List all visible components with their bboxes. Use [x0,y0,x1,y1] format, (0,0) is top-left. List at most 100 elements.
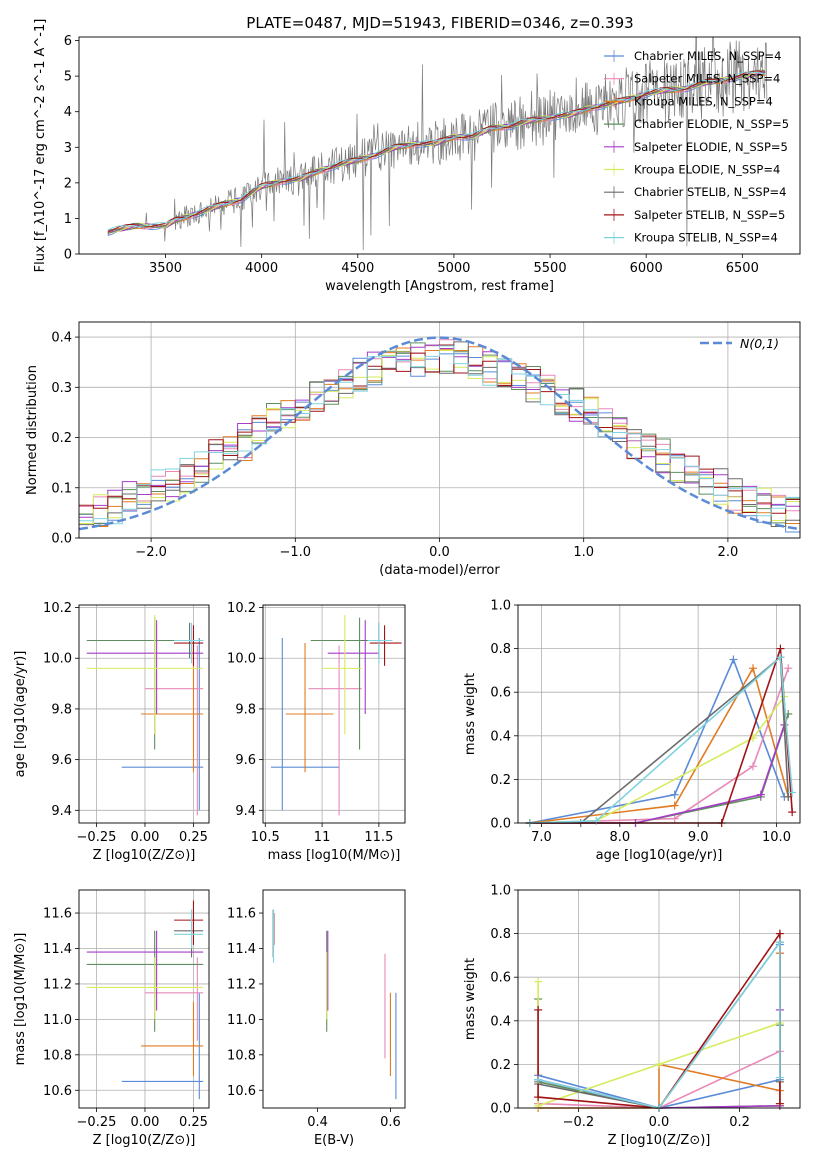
x-tick-label: 10.0 [762,830,791,845]
y-tick-label: 11.6 [43,907,72,922]
legend-label: Salpeter MILES, N_SSP=4 [634,72,780,86]
axes-frame [517,889,801,1109]
y-tick-label: 10.8 [227,1048,256,1063]
x-tick-label: 0.25 [179,1115,208,1130]
x-tick-label: 0.4 [307,1115,328,1130]
residual-histogram [79,345,800,525]
model-spectrum [107,71,766,231]
y-tick-label: 0.4 [490,1014,511,1029]
y-tick-label: 0.2 [490,1058,511,1073]
y-tick-label: 0.2 [51,431,72,446]
y-tick-label: 0.6 [490,686,511,701]
y-tick-label: 0.3 [51,381,72,396]
legend-label: Chabrier MILES, N_SSP=4 [634,49,781,63]
y-tick-label: 6 [64,34,72,49]
y-tick-label: 9.6 [235,753,256,768]
x-axis-label: Z [log10(Z/Z⊙)] [608,1133,711,1148]
x-tick-label: 0.0 [649,1115,670,1130]
y-tick-label: 0.4 [51,331,72,346]
x-tick-label: 5000 [437,261,470,276]
y-tick-label: 11.6 [227,907,256,922]
y-tick-label: 11.0 [227,1013,256,1028]
x-tick-label: 1.0 [573,545,594,560]
legend-label: Salpeter ELODIE, N_SSP=5 [634,140,788,154]
y-tick-label: 11.2 [43,977,72,992]
y-tick-label: 0.2 [490,773,511,788]
x-tick-label: 11 [314,830,331,845]
y-axis-label: mass weight [463,673,478,755]
y-tick-label: 0.8 [490,642,511,657]
y-tick-label: 5 [64,70,72,85]
y-tick-label: 0.4 [490,729,511,744]
weight-line [529,667,790,824]
y-tick-label: 10.6 [227,1084,256,1099]
x-axis-label: Z [log10(Z/Z⊙)] [93,848,196,863]
x-axis-label: Z [log10(Z/Z⊙)] [93,1133,196,1148]
model-spectrum [107,73,766,231]
x-tick-label: 6500 [726,261,759,276]
x-tick-label: 0.6 [380,1115,401,1130]
weight-vs-age-panel: 7.0 8.0 9.0 10.0 0.0 0.2 0.4 0.6 0.8 1.0 age [log1… [463,599,801,863]
x-tick-label: −0.25 [77,830,117,845]
x-tick-label: 0.25 [179,830,208,845]
y-tick-label: 0.8 [490,927,511,942]
mass-vs-metallicity-panel: −0.25 0.00 0.25 10.6 10.8 11.0 11.2 11.4 11.6 Z [… [13,889,210,1148]
x-tick-label: 7.0 [531,830,552,845]
axes-frame [517,604,801,824]
x-axis-label: (data-model)/error [379,563,500,578]
legend-label: Kroupa MILES, N_SSP=4 [634,94,773,108]
x-axis-label: mass [log10(M/M⊙)] [268,848,401,863]
legend-label: Chabrier ELODIE, N_SSP=5 [634,117,789,131]
age-vs-metallicity-panel: −0.25 0.00 0.25 9.4 9.6 9.8 10.0 10.2 Z [log10(Z… [13,601,210,863]
y-tick-label: 9.8 [51,702,72,717]
x-tick-label: 8.0 [609,830,630,845]
axes-frame [262,889,406,1109]
axes-frame [262,604,406,824]
legend-label: Chabrier STELIB, N_SSP=4 [634,185,786,199]
x-tick-label: 2.0 [718,545,739,560]
y-tick-label: 10.0 [227,652,256,667]
y-tick-label: 0.0 [490,817,511,832]
x-tick-label: −2.0 [135,545,167,560]
x-tick-label: 0.00 [130,830,159,845]
spectrum-title: PLATE=0487, MJD=51943, FIBERID=0346, z=0… [246,14,633,32]
residual-histogram [79,344,800,514]
x-tick-label: 4000 [245,261,278,276]
x-axis-label: age [log10(age/yr)] [596,848,723,863]
y-axis-label: Normed distribution [25,365,40,495]
y-tick-label: 1.0 [490,599,511,614]
legend-label: Salpeter STELIB, N_SSP=5 [634,208,785,222]
x-tick-label: −0.2 [563,1115,595,1130]
x-tick-label: 0.00 [130,1115,159,1130]
weight-line [529,657,786,824]
x-tick-label: 5500 [534,261,567,276]
y-tick-label: 11.4 [43,942,72,957]
y-tick-label: 10.2 [43,601,72,616]
weight-line [537,939,781,1109]
y-axis-label: mass [log10(M/M⊙)] [13,933,28,1066]
x-tick-label: 9.0 [688,830,709,845]
x-tick-label: −1.0 [280,545,312,560]
model-spectrum [107,69,766,233]
observed-spectrum [107,37,768,251]
y-tick-label: 10.0 [43,652,72,667]
y-tick-label: 9.4 [51,804,72,819]
y-tick-label: 2 [64,176,72,191]
x-axis-label: E(B-V) [314,1133,354,1148]
y-tick-label: 1 [64,212,72,227]
y-tick-label: 0.6 [490,971,511,986]
x-axis-label: wavelength [Angstrom, rest frame] [325,279,554,294]
legend-label: N(0,1) [740,336,779,351]
weight-line [529,655,793,824]
y-tick-label: 10.6 [43,1084,72,1099]
x-tick-label: −0.25 [77,1115,117,1130]
weight-vs-metallicity-panel: −0.2 0.0 0.2 0.0 0.2 0.4 0.6 0.8 1.0 Z [log10(Z/Z… [463,884,801,1148]
y-tick-label: 4 [64,105,72,120]
age-vs-mass-panel: 10.5 11 11.5 9.4 9.6 9.8 10.0 10.2 mass [log10(M… [227,601,406,863]
x-tick-label: 11.5 [364,830,393,845]
x-tick-label: 0.0 [429,545,450,560]
y-axis-label: mass weight [463,958,478,1040]
y-axis-label: age [log10(age/yr)] [13,651,28,778]
y-tick-label: 10.2 [227,601,256,616]
